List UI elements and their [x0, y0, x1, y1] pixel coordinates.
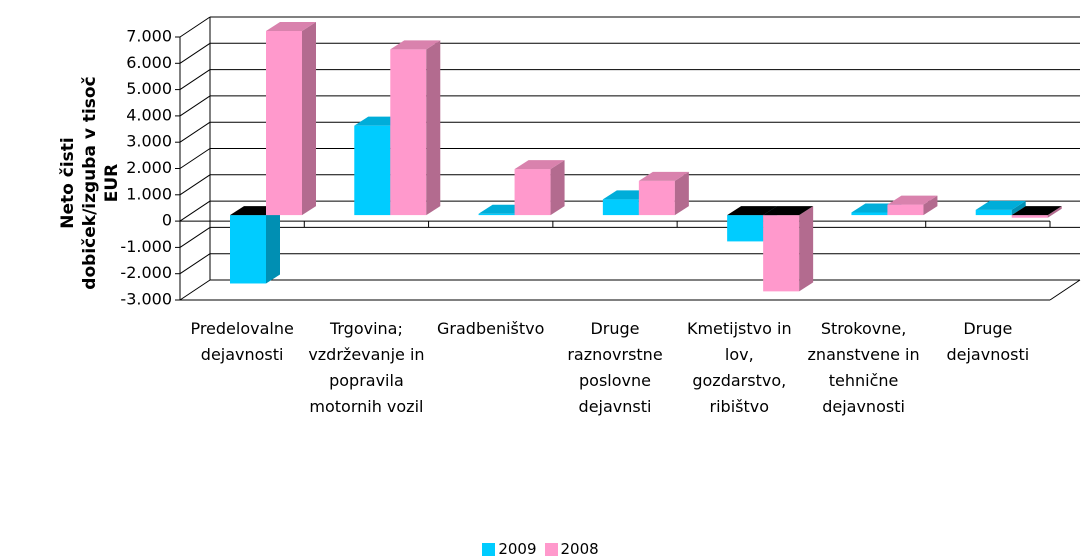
y-tick-label: 0	[162, 211, 172, 230]
bar-top	[763, 206, 814, 216]
grid-line	[179, 42, 211, 64]
bar-top	[887, 195, 938, 205]
bar	[514, 169, 551, 216]
bar-top	[975, 200, 1026, 210]
grid-line	[179, 200, 211, 222]
bar	[763, 215, 800, 292]
bar-side	[1011, 200, 1026, 216]
x-tick-label: Druge dejavnosti	[946, 319, 1030, 364]
bar	[478, 213, 515, 216]
grid-line	[179, 121, 211, 143]
bar	[354, 125, 391, 216]
y-tick-label: 6.000	[126, 53, 172, 72]
y-tick-label: 1.000	[126, 184, 172, 203]
grid-line	[179, 226, 211, 248]
bar	[851, 212, 888, 216]
legend: 2009 2008	[0, 540, 1081, 560]
y-tick-label: 4.000	[126, 105, 172, 124]
bar	[266, 31, 302, 216]
grid-line	[179, 279, 211, 301]
bar-top	[266, 22, 316, 31]
x-tick-label: Strokovne, znanstvene in tehnične dejavn…	[807, 319, 920, 416]
bar	[1011, 215, 1048, 218]
bar-side	[1047, 206, 1062, 218]
y-tick-label: -2.000	[120, 263, 172, 282]
bar	[975, 209, 1012, 216]
legend-label: 2009	[498, 540, 537, 558]
y-tick-label: 2.000	[126, 158, 172, 177]
y-tick-label: -3.000	[120, 290, 172, 309]
bar	[230, 215, 266, 284]
grid-line	[179, 16, 211, 38]
legend-item: 2008	[544, 540, 599, 558]
x-tick-label: Kmetijstvo in lov, gozdarstvo, ribištvo	[686, 319, 792, 416]
grid-line	[179, 253, 211, 275]
bar-side	[674, 171, 689, 216]
legend-label: 2008	[560, 540, 599, 558]
bar	[390, 49, 427, 216]
bar-side	[426, 40, 441, 216]
bar-side	[923, 195, 938, 216]
x-tick-label: Predelovalne dejavnosti	[190, 319, 294, 364]
bar-side	[266, 206, 280, 284]
grid-line	[179, 95, 211, 117]
y-tick-label: -1.000	[120, 237, 172, 256]
legend-item: 2009	[482, 540, 537, 558]
bar-top	[390, 40, 441, 50]
grid-line	[179, 148, 211, 169]
bar	[638, 180, 675, 216]
y-tick-label: 5.000	[126, 79, 172, 98]
bar-top	[514, 160, 565, 170]
bar-side	[550, 160, 565, 216]
bar-side	[799, 206, 814, 292]
bar	[887, 204, 924, 216]
legend-swatch	[482, 542, 496, 556]
bar-top	[727, 206, 778, 216]
y-tick-label: 7.000	[126, 27, 172, 46]
bar-top	[638, 171, 689, 181]
bar	[602, 199, 639, 216]
grid-line	[179, 69, 211, 91]
floor-edge	[1049, 279, 1081, 301]
legend-swatch	[544, 542, 558, 556]
y-axis-title: Neto čisti dobiček/izguba v tisoč EUR	[58, 76, 122, 290]
grid-line	[179, 174, 211, 196]
x-tick-label: Druge raznovrstne poslovne dejavnsti	[567, 319, 663, 416]
bar-side	[302, 22, 316, 216]
x-tick-label: Trgovina; vzdrževanje in popravila motor…	[308, 319, 425, 416]
bar	[727, 215, 764, 242]
x-tick-label: Gradbeništvo	[437, 319, 545, 338]
y-tick-label: 3.000	[126, 132, 172, 151]
bar-top	[1011, 206, 1062, 216]
